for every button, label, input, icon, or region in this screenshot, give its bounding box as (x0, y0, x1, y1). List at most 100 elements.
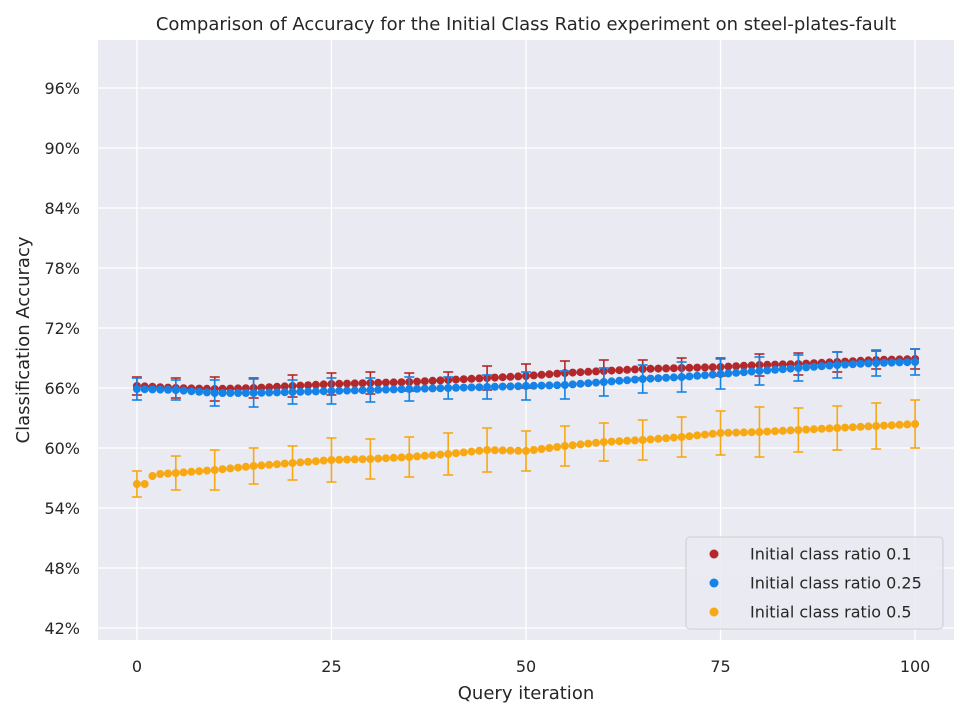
data-point (156, 385, 165, 394)
y-tick-label: 90% (44, 139, 80, 158)
data-point (646, 435, 655, 444)
data-point (568, 441, 577, 450)
data-point (350, 379, 359, 388)
data-point (420, 384, 429, 393)
data-point (179, 386, 188, 395)
data-point (358, 379, 367, 388)
data-point (389, 453, 398, 462)
data-point (451, 375, 460, 384)
data-point (895, 358, 904, 367)
y-axis-title: Classification Accuracy (13, 236, 34, 443)
data-point (646, 364, 655, 373)
data-point (529, 446, 538, 454)
data-point (420, 451, 429, 460)
data-point (576, 379, 585, 388)
data-point (771, 427, 780, 436)
data-point (817, 424, 826, 433)
data-point (615, 437, 624, 446)
data-point (226, 389, 235, 397)
data-point (436, 450, 445, 459)
data-point (195, 467, 204, 476)
data-point (841, 360, 850, 369)
data-point (413, 452, 422, 461)
data-point (708, 363, 717, 372)
data-point (498, 446, 507, 455)
data-point (568, 380, 577, 389)
data-point (397, 453, 406, 462)
y-tick-label: 72% (44, 319, 80, 338)
data-point (724, 362, 733, 371)
data-point (623, 365, 632, 374)
data-point (265, 460, 274, 469)
data-point (553, 381, 562, 390)
data-point (272, 382, 281, 391)
data-point (436, 384, 445, 393)
data-point (747, 428, 756, 437)
data-point (140, 480, 149, 488)
data-point (662, 434, 671, 443)
data-point (506, 372, 515, 381)
y-tick-label: 60% (44, 439, 80, 458)
data-point (700, 363, 709, 372)
data-point (319, 456, 328, 465)
data-point (381, 385, 390, 394)
y-tick-label: 96% (44, 79, 80, 98)
data-point (358, 386, 367, 395)
data-point (350, 386, 359, 395)
data-point (202, 466, 211, 475)
legend: Initial class ratio 0.1 Initial class ra… (685, 536, 944, 630)
data-point (257, 461, 266, 470)
data-point (802, 363, 811, 372)
data-point (280, 459, 289, 468)
data-point (374, 378, 383, 387)
data-point (319, 387, 328, 396)
data-point (545, 444, 554, 452)
data-point (864, 422, 873, 431)
legend-label-ratio-0.25: Initial class ratio 0.25 (750, 574, 922, 593)
data-point (529, 371, 538, 380)
data-point (467, 374, 476, 383)
legend-label-ratio-0.5: Initial class ratio 0.5 (750, 603, 912, 622)
data-point (732, 362, 741, 371)
data-point (592, 378, 601, 387)
data-point (164, 385, 173, 394)
data-point (630, 365, 639, 374)
data-point (514, 382, 523, 391)
y-tick-label: 78% (44, 259, 80, 278)
data-point (700, 371, 709, 380)
data-point (825, 361, 834, 370)
data-point (475, 383, 484, 392)
data-point (459, 383, 468, 392)
data-point (413, 384, 422, 393)
data-point (257, 388, 266, 397)
data-point (397, 378, 406, 387)
data-point (343, 379, 352, 388)
y-tick-label: 54% (44, 499, 80, 518)
data-point (662, 373, 671, 382)
data-point (498, 373, 507, 382)
x-tick-label: 75 (710, 657, 730, 676)
data-point (490, 382, 499, 391)
data-point (537, 445, 546, 453)
data-point (467, 447, 476, 456)
data-point (568, 368, 577, 377)
data-point (195, 387, 204, 396)
data-point (802, 425, 811, 434)
data-point (708, 370, 717, 379)
data-point (148, 385, 157, 394)
data-point (841, 423, 850, 432)
data-point (747, 361, 756, 370)
data-point (654, 364, 663, 373)
data-point (887, 358, 896, 367)
data-point (459, 448, 468, 457)
x-axis-title: Query iteration (458, 683, 594, 704)
data-point (732, 368, 741, 377)
data-point (148, 472, 157, 480)
data-point (296, 387, 305, 396)
data-point (343, 455, 352, 464)
data-point (763, 366, 772, 375)
data-point (654, 374, 663, 383)
data-point (529, 381, 538, 390)
data-point (311, 457, 320, 466)
